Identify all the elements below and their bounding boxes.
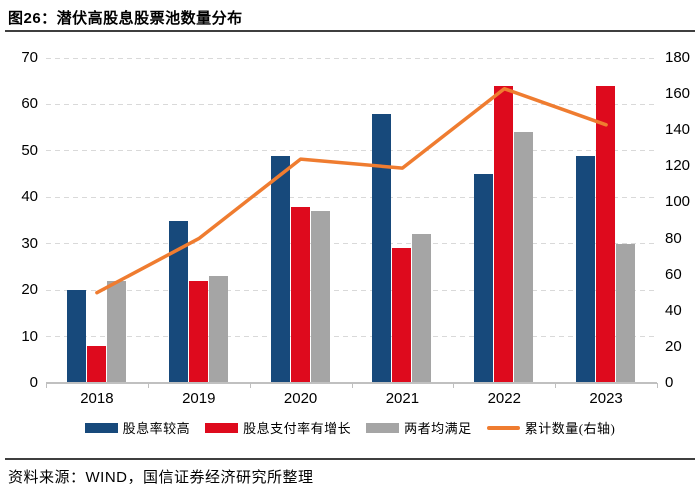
bar-both-satisfied-2018 (106, 280, 126, 383)
legend-item-cumulative-count: 累计数量(右轴) (486, 418, 616, 437)
bar-both-satisfied-2023 (616, 243, 636, 383)
legend-swatch-payout-ratio-growth (205, 422, 239, 433)
gridline-20 (46, 289, 657, 291)
y-axis-right-label-120: 120 (665, 157, 691, 175)
y-axis-left-label-30: 30 (21, 234, 38, 252)
x-axis-tick (351, 383, 353, 388)
y-axis-left-label-0: 0 (29, 374, 38, 391)
legend-item-dividend-yield-high: 股息率较高 (84, 418, 191, 437)
y-axis-left-label-60: 60 (21, 95, 38, 113)
footer-divider (5, 458, 695, 460)
x-axis-tick (555, 383, 557, 388)
x-axis-tick (657, 383, 658, 388)
bar-dividend-yield-high-2022 (474, 174, 494, 383)
gridline-50 (46, 150, 657, 152)
bar-dividend-yield-high-2020 (270, 155, 290, 383)
bar-payout-ratio-growth-2023 (596, 85, 616, 383)
y-axis-right-label-80: 80 (665, 229, 682, 247)
bar-dividend-yield-high-2023 (576, 155, 596, 383)
bar-both-satisfied-2021 (412, 234, 432, 383)
x-axis-label-2022: 2022 (487, 390, 521, 407)
bar-dividend-yield-high-2021 (372, 113, 392, 383)
y-axis-left-label-70: 70 (21, 49, 38, 66)
y-axis-left-label-50: 50 (21, 141, 38, 159)
x-axis-tick (147, 383, 149, 388)
y-axis-right-label-160: 160 (665, 85, 691, 103)
chart-legend: 股息率较高 股息支付率有增长 两者均满足 累计数量(右轴) (0, 418, 700, 437)
x-axis-label-2023: 2023 (589, 390, 623, 407)
gridline-60 (46, 103, 657, 105)
legend-label-both-satisfied: 两者均满足 (404, 421, 472, 436)
y-axis-right-label-100: 100 (665, 193, 691, 211)
bar-both-satisfied-2019 (208, 276, 228, 383)
gridline-30 (46, 243, 657, 245)
y-axis-right-label-60: 60 (665, 265, 682, 283)
y-axis-left-label-20: 20 (21, 281, 38, 299)
source-note: 资料来源：WIND，国信证券经济研究所整理 (8, 469, 314, 486)
x-axis-tick (453, 383, 455, 388)
bar-payout-ratio-growth-2021 (392, 248, 412, 383)
y-axis-left-label-10: 10 (21, 327, 38, 345)
bar-both-satisfied-2020 (310, 211, 330, 383)
legend-label-cumulative-count: 累计数量(右轴) (524, 421, 616, 436)
x-axis-label-2020: 2020 (283, 390, 318, 407)
bar-payout-ratio-growth-2018 (86, 345, 106, 383)
y-axis-right-label-180: 180 (665, 49, 691, 66)
x-axis-label-2019: 2019 (182, 390, 216, 407)
legend-item-both-satisfied: 两者均满足 (366, 418, 472, 437)
legend-label-payout-ratio-growth: 股息支付率有增长 (243, 421, 352, 436)
x-axis-label-2021: 2021 (385, 390, 420, 407)
bar-both-satisfied-2022 (514, 132, 534, 383)
gridline-70 (46, 57, 657, 59)
figure-title: 图26：潜伏高股息股票池数量分布 (8, 10, 243, 27)
y-axis-left-label-40: 40 (21, 188, 38, 206)
legend-swatch-cumulative-count (486, 425, 520, 430)
y-axis-right-label-20: 20 (665, 337, 682, 355)
x-axis-label-2018: 2018 (80, 390, 114, 407)
gridline-10 (46, 336, 657, 338)
bar-dividend-yield-high-2019 (168, 220, 188, 383)
bar-payout-ratio-growth-2019 (188, 280, 208, 383)
bar-payout-ratio-growth-2020 (290, 206, 310, 383)
y-axis-right-label-0: 0 (665, 374, 674, 391)
legend-swatch-both-satisfied (366, 422, 400, 433)
bar-payout-ratio-growth-2022 (494, 85, 514, 383)
title-divider (5, 30, 695, 32)
y-axis-right-label-40: 40 (665, 301, 682, 319)
x-axis-tick (249, 383, 251, 388)
legend-label-dividend-yield-high: 股息率较高 (122, 421, 191, 436)
legend-swatch-dividend-yield-high (84, 422, 118, 433)
bar-dividend-yield-high-2018 (66, 290, 86, 383)
x-axis-tick (46, 383, 47, 388)
gridline-40 (46, 196, 657, 198)
legend-item-payout-ratio-growth: 股息支付率有增长 (205, 418, 351, 437)
y-axis-right-label-140: 140 (665, 121, 691, 139)
